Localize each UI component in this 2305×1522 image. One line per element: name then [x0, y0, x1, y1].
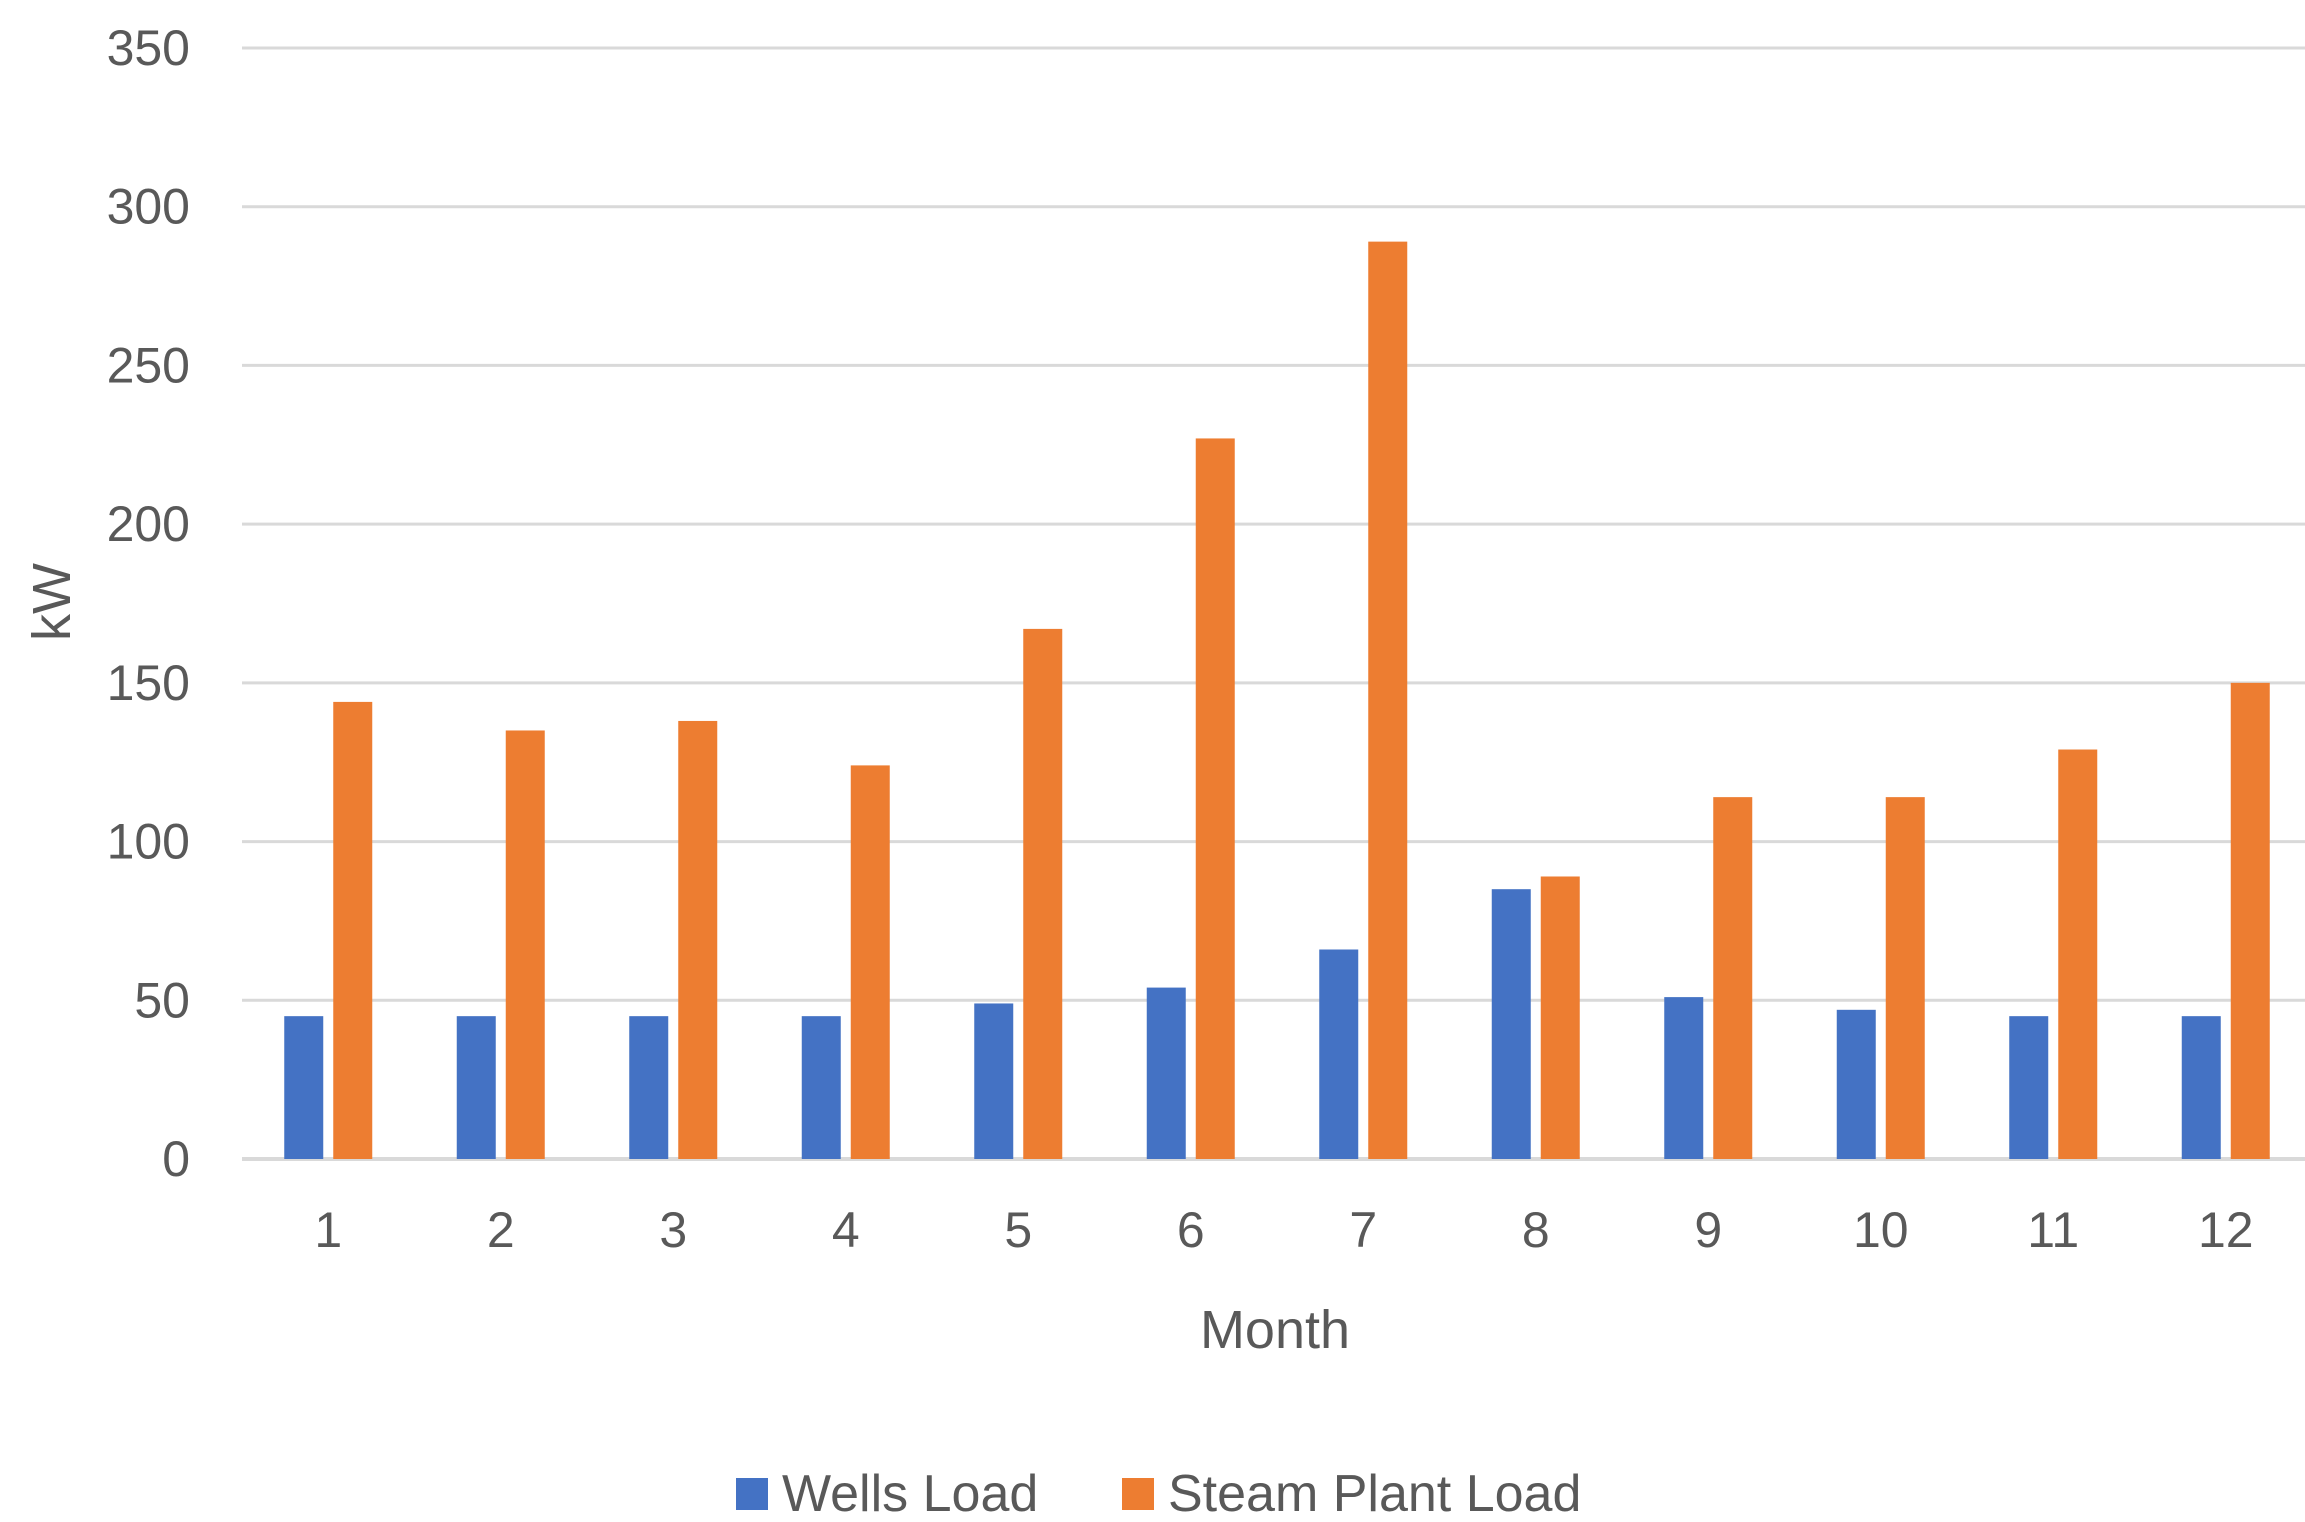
- bar-wells-load-5: [974, 1003, 1014, 1159]
- x-axis-title: Month: [1200, 1300, 1350, 1360]
- y-tick-label: 200: [107, 496, 190, 552]
- bar-steam-plant-load-12: [2230, 682, 2270, 1159]
- y-axis-title: kW: [22, 563, 82, 641]
- y-tick-label: 300: [107, 179, 190, 235]
- bar-steam-plant-load-1: [333, 701, 373, 1159]
- bar-wells-load-6: [1146, 987, 1186, 1159]
- bar-wells-load-4: [801, 1016, 841, 1159]
- x-tick-label: 5: [1004, 1202, 1032, 1258]
- y-axis-tick-labels: 0 50 100 150 200 250 300 350: [107, 20, 190, 1187]
- x-tick-label: 12: [2198, 1202, 2254, 1258]
- bar-wells-load-12: [2181, 1016, 2221, 1159]
- bar-steam-plant-load-8: [1540, 876, 1580, 1159]
- x-tick-label: 11: [2027, 1202, 2079, 1258]
- x-tick-label: 4: [832, 1202, 860, 1258]
- legend-label: Wells Load: [782, 1465, 1038, 1522]
- bars: [284, 241, 2270, 1160]
- bar-wells-load-9: [1664, 997, 1704, 1159]
- x-tick-label: 6: [1177, 1202, 1205, 1258]
- gridlines: [242, 46, 2305, 1161]
- bar-wells-load-11: [2009, 1016, 2049, 1159]
- bar-wells-load-2: [456, 1016, 496, 1159]
- bar-steam-plant-load-5: [1023, 628, 1063, 1159]
- legend-swatch: [1122, 1478, 1154, 1510]
- bar-wells-load-8: [1491, 889, 1531, 1159]
- y-tick-label: 0: [162, 1131, 190, 1187]
- bar-steam-plant-load-9: [1713, 797, 1753, 1159]
- legend: Wells Load Steam Plant Load: [736, 1465, 1581, 1522]
- bar-wells-load-3: [629, 1016, 669, 1159]
- bar-steam-plant-load-6: [1195, 438, 1235, 1159]
- bar-steam-plant-load-10: [1885, 797, 1925, 1159]
- bar-wells-load-1: [284, 1016, 324, 1159]
- bar-wells-load-10: [1836, 1009, 1876, 1159]
- x-tick-label: 3: [659, 1202, 687, 1258]
- x-axis-tick-labels: 1 2 3 4 5 6 7 8 9 10 11 12: [314, 1202, 2253, 1258]
- bar-steam-plant-load-4: [850, 765, 890, 1159]
- bar-steam-plant-load-7: [1368, 241, 1408, 1160]
- bar-wells-load-7: [1319, 949, 1359, 1159]
- y-tick-label: 50: [134, 972, 190, 1028]
- y-tick-label: 350: [107, 20, 190, 76]
- legend-label: Steam Plant Load: [1168, 1465, 1581, 1522]
- x-tick-label: 7: [1349, 1202, 1377, 1258]
- bar-steam-plant-load-11: [2058, 749, 2098, 1159]
- y-tick-label: 150: [107, 655, 190, 711]
- y-tick-label: 100: [107, 814, 190, 870]
- x-tick-label: 9: [1694, 1202, 1722, 1258]
- x-tick-label: 8: [1522, 1202, 1550, 1258]
- x-tick-label: 1: [314, 1202, 342, 1258]
- bar-steam-plant-load-3: [678, 720, 718, 1159]
- x-tick-label: 2: [487, 1202, 515, 1258]
- bar-steam-plant-load-2: [505, 730, 545, 1159]
- x-tick-label: 10: [1853, 1202, 1909, 1258]
- legend-swatch: [736, 1478, 768, 1510]
- y-tick-label: 250: [107, 337, 190, 393]
